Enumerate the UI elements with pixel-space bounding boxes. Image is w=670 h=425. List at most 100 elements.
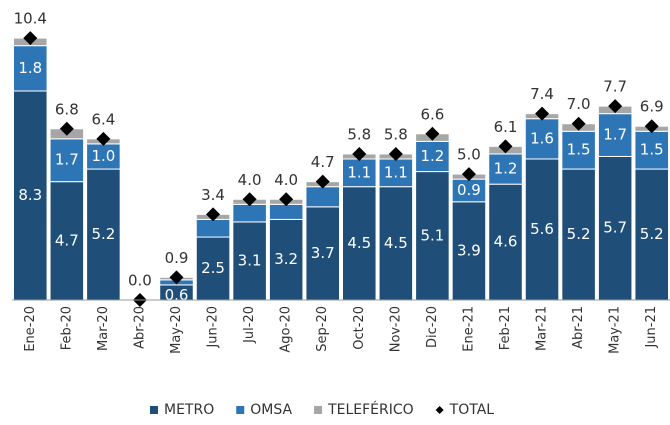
total-marker bbox=[461, 167, 476, 182]
segment-label: 1.1 bbox=[384, 163, 408, 181]
segment-label: 4.5 bbox=[384, 234, 408, 252]
x-tick-label: Feb-21 bbox=[498, 306, 513, 350]
x-tick-label: Abr-21 bbox=[571, 306, 586, 349]
total-marker bbox=[59, 121, 74, 136]
segment-label: 1.8 bbox=[18, 59, 42, 77]
total-marker bbox=[279, 192, 294, 207]
bar-segment bbox=[415, 140, 450, 173]
x-tick-label: Ene-21 bbox=[461, 306, 476, 352]
total-label: 7.0 bbox=[567, 95, 591, 113]
bar-segment bbox=[232, 203, 267, 223]
segment-label: 5.2 bbox=[91, 225, 115, 243]
total-label: 5.8 bbox=[384, 125, 408, 143]
total-label: 6.1 bbox=[494, 118, 518, 136]
bar-segment bbox=[86, 168, 121, 301]
total-label: 4.0 bbox=[238, 171, 262, 189]
segment-label: 3.9 bbox=[457, 241, 481, 259]
segment-label: 3.1 bbox=[238, 251, 262, 269]
bar-segment bbox=[305, 206, 341, 301]
total-marker bbox=[96, 131, 111, 146]
legend-swatch bbox=[314, 406, 323, 414]
total-label: 0.9 bbox=[165, 249, 189, 267]
total-label: 6.4 bbox=[91, 110, 115, 128]
segment-label: 8.3 bbox=[18, 186, 42, 204]
segment-label: 5.6 bbox=[530, 220, 554, 238]
total-marker bbox=[644, 119, 659, 134]
x-tick-label: Jul-20 bbox=[242, 306, 257, 344]
segment-label: 1.7 bbox=[603, 126, 627, 144]
x-tick-label: Jun-20 bbox=[206, 306, 221, 349]
total-marker bbox=[388, 146, 403, 161]
total-label: 5.8 bbox=[347, 125, 371, 143]
segment-label: 4.5 bbox=[347, 234, 371, 252]
bar-segment bbox=[13, 45, 48, 92]
x-tick-label: Ene-20 bbox=[23, 306, 38, 352]
segment-label: 1.5 bbox=[640, 141, 664, 159]
total-marker bbox=[242, 192, 257, 207]
total-label: 6.8 bbox=[55, 100, 79, 118]
bar-segment bbox=[268, 203, 304, 220]
bar-segment bbox=[634, 168, 670, 301]
bar-segment bbox=[597, 113, 633, 157]
total-label: 0.0 bbox=[128, 272, 152, 290]
total-label: 10.4 bbox=[14, 10, 47, 28]
segment-label: 3.7 bbox=[311, 244, 335, 262]
segment-label: 1.7 bbox=[55, 151, 79, 169]
segment-label: 1.6 bbox=[530, 129, 554, 147]
bar-segment bbox=[378, 186, 414, 301]
total-label: 6.6 bbox=[420, 105, 444, 123]
x-tick-label: Oct-20 bbox=[352, 306, 367, 350]
total-marker bbox=[315, 174, 330, 189]
legend-swatch bbox=[150, 406, 158, 414]
bar-segment bbox=[561, 168, 596, 301]
segment-label: 3.2 bbox=[274, 250, 298, 268]
legend-label: TOTAL bbox=[449, 402, 495, 418]
segment-label: 0.6 bbox=[165, 286, 189, 304]
bar-segment bbox=[451, 201, 487, 301]
total-marker bbox=[169, 270, 184, 285]
x-tick-label: Mar-20 bbox=[96, 306, 111, 351]
x-tick-label: Mar-21 bbox=[535, 306, 550, 351]
segment-label: 1.1 bbox=[347, 163, 371, 181]
segment-label: 5.7 bbox=[603, 219, 627, 237]
total-label: 4.7 bbox=[311, 153, 335, 171]
total-marker bbox=[352, 146, 367, 161]
total-label: 7.7 bbox=[603, 78, 627, 96]
bar-segment bbox=[86, 143, 121, 170]
x-tick-label: May-21 bbox=[608, 306, 623, 354]
x-tick-label: Feb-20 bbox=[59, 306, 74, 350]
x-tick-label: Ago-20 bbox=[279, 306, 294, 353]
total-label: 3.4 bbox=[201, 186, 225, 204]
segment-label: 1.2 bbox=[420, 147, 444, 165]
segment-label: 1.2 bbox=[494, 160, 518, 178]
bar-segment bbox=[305, 186, 341, 208]
legend-swatch bbox=[236, 406, 245, 414]
x-tick-label: May-20 bbox=[169, 306, 184, 354]
bar-segment bbox=[488, 153, 523, 185]
total-label: 5.0 bbox=[457, 146, 481, 164]
total-marker bbox=[23, 31, 38, 46]
legend-label: METRO bbox=[164, 402, 214, 418]
segment-label: 4.7 bbox=[55, 231, 79, 249]
total-marker bbox=[425, 126, 440, 141]
total-marker bbox=[498, 139, 513, 154]
x-tick-label: Nov-20 bbox=[388, 306, 403, 352]
total-label: 4.0 bbox=[274, 171, 298, 189]
x-tick-label: Sep-20 bbox=[315, 306, 330, 352]
segment-label: 0.9 bbox=[457, 181, 481, 199]
total-marker bbox=[571, 116, 586, 131]
total-marker bbox=[535, 106, 550, 121]
segment-label: 5.1 bbox=[420, 226, 444, 244]
x-tick-label: Jun-21 bbox=[644, 306, 659, 349]
bar-segment bbox=[195, 218, 231, 238]
legend-label: TELEFÉRICO bbox=[327, 401, 414, 418]
bar-segment bbox=[195, 236, 231, 301]
bar-segment bbox=[342, 186, 377, 301]
segment-label: 2.5 bbox=[201, 259, 225, 277]
bar-segment bbox=[561, 130, 596, 170]
segment-label: 1.5 bbox=[567, 141, 591, 159]
legend-label: OMSA bbox=[250, 402, 292, 418]
segment-label: 1.0 bbox=[91, 147, 115, 165]
total-marker bbox=[206, 207, 221, 222]
